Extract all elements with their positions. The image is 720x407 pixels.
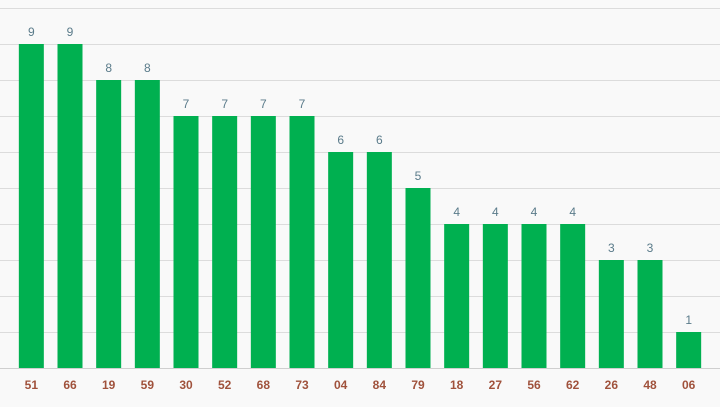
x-tick-label: 48 — [643, 378, 657, 392]
bar-value-label: 5 — [415, 169, 422, 183]
x-tick-label: 84 — [373, 378, 387, 392]
bar-value-label: 6 — [376, 133, 383, 147]
bar-06 — [676, 332, 702, 368]
bar-56 — [521, 224, 547, 368]
bar-51 — [18, 44, 44, 368]
x-tick-label: 56 — [527, 378, 541, 392]
bar-79 — [405, 188, 431, 368]
x-tick-label: 18 — [450, 378, 464, 392]
bar-value-label: 7 — [183, 97, 190, 111]
bar-62 — [560, 224, 586, 368]
bar-84 — [366, 152, 392, 368]
bar-27 — [482, 224, 508, 368]
bar-30 — [173, 116, 199, 368]
bar-73 — [289, 116, 315, 368]
x-tick-label: 51 — [25, 378, 39, 392]
bar-value-label: 7 — [299, 97, 306, 111]
x-tick-label: 26 — [605, 378, 619, 392]
bar-value-label: 4 — [492, 205, 499, 219]
bar-value-label: 9 — [67, 25, 74, 39]
bar-48 — [637, 260, 663, 368]
bar-value-label: 7 — [260, 97, 267, 111]
x-tick-label: 06 — [682, 378, 696, 392]
bar-18 — [444, 224, 470, 368]
bar-59 — [134, 80, 160, 368]
x-tick-label: 62 — [566, 378, 580, 392]
bar-19 — [96, 80, 122, 368]
x-tick-labels: 51 66 19 59 30 52 68 73 04 84 79 18 27 56 62 26 48 06 — [25, 378, 696, 392]
x-tick-label: 04 — [334, 378, 348, 392]
x-tick-label: 52 — [218, 378, 232, 392]
bar-value-label: 9 — [28, 25, 35, 39]
bar-value-label: 8 — [144, 61, 151, 75]
bar-value-label: 1 — [685, 313, 692, 327]
x-tick-label: 73 — [295, 378, 309, 392]
x-tick-label: 30 — [179, 378, 193, 392]
bar-value-label: 4 — [531, 205, 538, 219]
value-labels: 9 9 8 8 7 7 7 7 6 6 5 4 4 4 4 3 3 1 — [28, 25, 692, 327]
bar-04 — [328, 152, 354, 368]
bar-66 — [57, 44, 83, 368]
x-tick-label: 59 — [141, 378, 155, 392]
bar-68 — [250, 116, 276, 368]
x-tick-label: 19 — [102, 378, 116, 392]
bar-value-label: 4 — [569, 205, 576, 219]
bar-value-label: 6 — [337, 133, 344, 147]
x-tick-label: 79 — [411, 378, 425, 392]
bar-value-label: 8 — [105, 61, 112, 75]
bar-value-label: 4 — [453, 205, 460, 219]
bar-52 — [212, 116, 238, 368]
bars — [18, 44, 702, 368]
bar-value-label: 3 — [647, 241, 654, 255]
x-tick-label: 68 — [257, 378, 271, 392]
bar-value-label: 7 — [221, 97, 228, 111]
x-tick-label: 27 — [489, 378, 503, 392]
x-tick-label: 66 — [63, 378, 77, 392]
bar-26 — [598, 260, 624, 368]
bar-value-label: 3 — [608, 241, 615, 255]
